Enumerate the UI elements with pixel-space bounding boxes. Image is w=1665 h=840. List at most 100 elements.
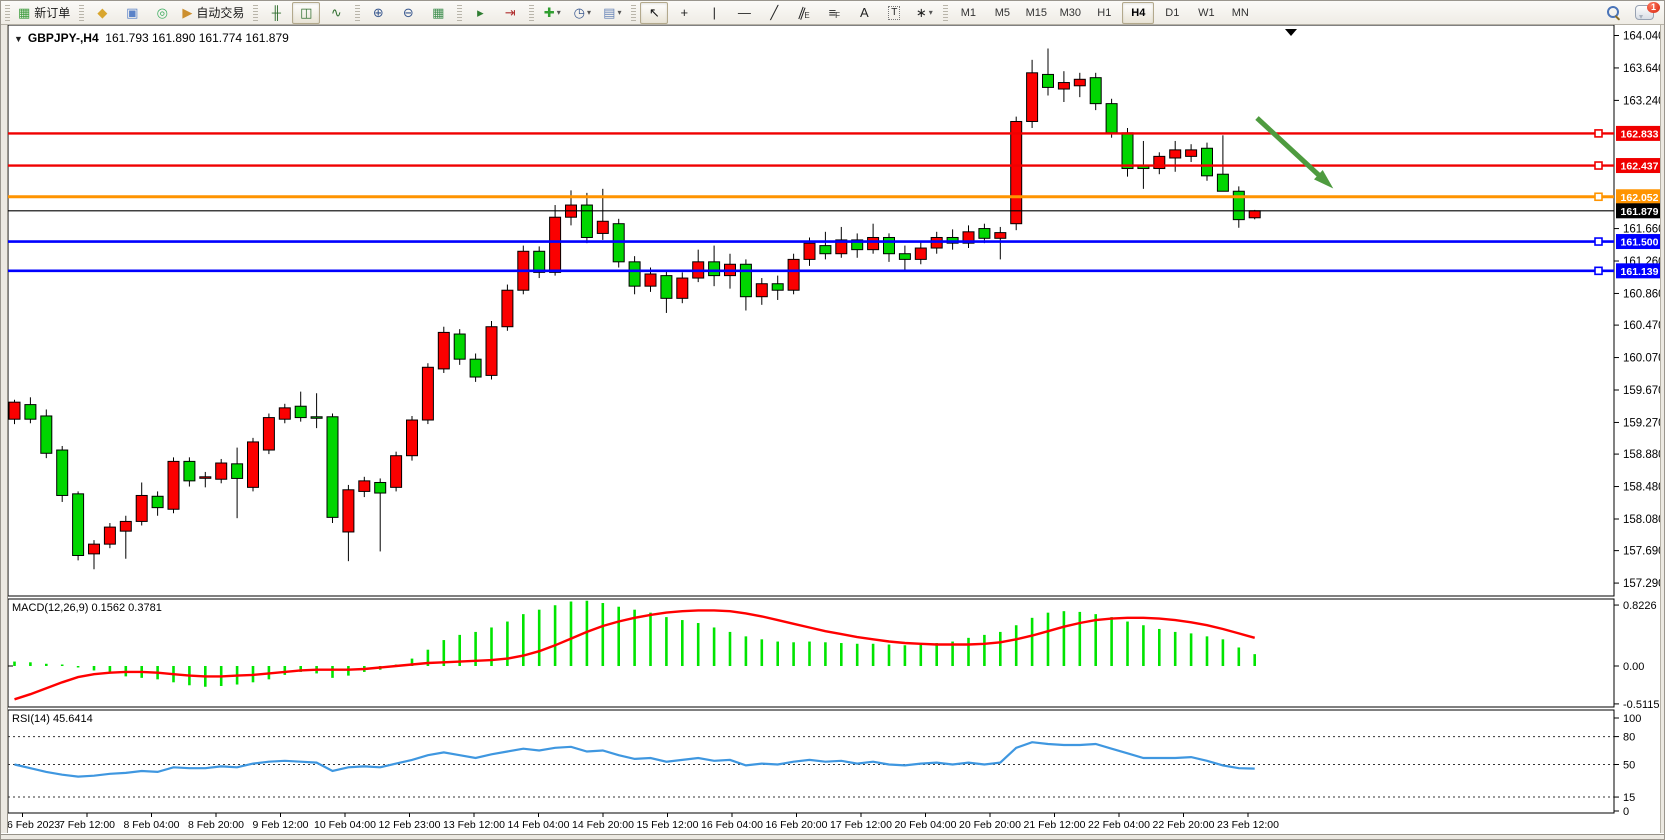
svg-text:16 Feb 20:00: 16 Feb 20:00: [766, 819, 828, 831]
chart-shift-icon: ⇥: [504, 5, 516, 20]
new-order-icon: ▦: [18, 5, 31, 20]
market-watch-button[interactable]: ◆: [88, 2, 116, 24]
zoom-in-button[interactable]: ⊕: [364, 2, 392, 24]
timeframe-w1-button[interactable]: W1: [1198, 6, 1215, 19]
indicators-dropdown-icon[interactable]: ▾: [556, 8, 561, 17]
templates-button[interactable]: ▤ ▾: [598, 2, 626, 24]
vertical-line-button[interactable]: |: [700, 2, 728, 24]
toolbar-grip[interactable]: [631, 4, 637, 21]
svg-text:50: 50: [1623, 760, 1635, 772]
auto-scroll-button[interactable]: ▸: [466, 2, 494, 24]
svg-text:164.040: 164.040: [1623, 30, 1665, 42]
notifications-button[interactable]: 1: [1630, 1, 1660, 24]
zoom-in-icon: ⊕: [372, 5, 384, 20]
arrow-annotation[interactable]: [1255, 116, 1334, 189]
svg-text:160.070: 160.070: [1623, 353, 1665, 365]
search-button[interactable]: [1600, 2, 1628, 24]
equidistant-channel-button[interactable]: ∥ E: [790, 2, 818, 24]
horizontal-line-button[interactable]: —: [730, 2, 758, 24]
timeframe-h1-button[interactable]: H1: [1097, 6, 1112, 19]
hline-162.833[interactable]: 162.833: [8, 125, 1663, 141]
chart-shift-marker[interactable]: [1285, 29, 1297, 36]
arrows-tool-dropdown-icon[interactable]: ▾: [928, 8, 933, 17]
toolbar-grip[interactable]: [457, 4, 463, 21]
data-window-button[interactable]: ▣: [118, 2, 146, 24]
svg-text:0.8226: 0.8226: [1623, 600, 1657, 612]
text-label-button[interactable]: T: [880, 2, 908, 24]
toolbar-grip[interactable]: [529, 4, 535, 21]
rsi-line: [14, 741, 1255, 778]
timeframe-m5-button[interactable]: M5: [994, 6, 1010, 19]
svg-text:159.270: 159.270: [1623, 417, 1665, 429]
tile-windows-button[interactable]: ▦: [424, 2, 452, 24]
toolbar-grip[interactable]: [355, 4, 361, 21]
svg-text:0: 0: [1623, 806, 1629, 818]
fibonacci-button[interactable]: ≡ F: [820, 2, 848, 24]
periods-button[interactable]: ◷ ▾: [568, 2, 596, 24]
toolbar-grip[interactable]: [253, 4, 259, 21]
svg-text:15: 15: [1623, 792, 1635, 804]
timeframe-m1-button[interactable]: M1: [960, 6, 976, 19]
chart-ohlc-readout: 161.793 161.890 161.774 161.879: [105, 31, 289, 45]
auto-trading-button[interactable]: ▶ 自动交易: [178, 2, 248, 24]
timeframe-mn-button[interactable]: MN: [1231, 6, 1249, 19]
indicators-button[interactable]: ✚ ▾: [538, 2, 566, 24]
svg-text:21 Feb 12:00: 21 Feb 12:00: [1024, 819, 1086, 831]
toolbar-grip[interactable]: [943, 4, 949, 21]
svg-text:10 Feb 04:00: 10 Feb 04:00: [314, 819, 376, 831]
auto-trading-icon: ▶: [182, 5, 193, 20]
hline-161.500[interactable]: 161.500: [8, 234, 1663, 250]
timeframe-d1-button[interactable]: D1: [1165, 6, 1180, 19]
svg-text:6 Feb 2023: 6 Feb 2023: [7, 819, 60, 831]
toolbar: ▦ 新订单 ◆ ▣ ◎ ▶ 自动交易 ╫ ◫ ∿ ⊕ ⊖ ▦ ▸ ⇥ ✚ ▾ ◷ ▾ ▤ ▾ ↖ + | — ╱ ∥ E ≡ F A T ∗ ▾ M…: [1, 1, 1664, 25]
svg-text:22 Feb 04:00: 22 Feb 04:00: [1088, 819, 1150, 831]
arrows-tool-icon: ∗: [915, 5, 927, 20]
chart-shift-button[interactable]: ⇥: [496, 2, 524, 24]
periods-dropdown-icon[interactable]: ▾: [586, 8, 591, 17]
hline-162.437[interactable]: 162.437: [8, 158, 1663, 174]
timeframe-h4-button[interactable]: H4: [1122, 1, 1155, 24]
crosshair-button[interactable]: +: [670, 2, 698, 24]
new-order-label: 新订单: [34, 6, 71, 20]
toolbar-grip[interactable]: [79, 4, 85, 21]
rsi-indicator-label: RSI(14) 45.6414: [12, 713, 93, 725]
svg-text:8 Feb 20:00: 8 Feb 20:00: [188, 819, 244, 831]
data-window-icon: ▣: [126, 5, 139, 20]
svg-text:20 Feb 04:00: 20 Feb 04:00: [895, 819, 957, 831]
timeframe-m15-button[interactable]: M15: [1025, 6, 1048, 19]
bar-chart-button[interactable]: ╫: [262, 2, 290, 24]
svg-text:-0.5115: -0.5115: [1623, 699, 1660, 711]
hline-162.052[interactable]: 162.052: [8, 189, 1663, 205]
toolbar-grip[interactable]: [5, 4, 10, 21]
bar-chart-icon: ╫: [271, 5, 281, 20]
svg-text:160.860: 160.860: [1623, 288, 1665, 300]
cursor-icon: ↖: [648, 5, 660, 20]
window-right-edge: [1660, 25, 1664, 833]
svg-text:158.080: 158.080: [1623, 514, 1665, 526]
candlestick-chart-button[interactable]: ◫: [292, 1, 321, 24]
zoom-out-button[interactable]: ⊖: [394, 2, 422, 24]
new-order-button[interactable]: ▦ 新订单: [14, 2, 74, 24]
trendline-button[interactable]: ╱: [760, 2, 788, 24]
text-label-icon: T: [888, 5, 901, 20]
arrows-tool-button[interactable]: ∗ ▾: [910, 2, 938, 24]
text-button[interactable]: A: [850, 2, 878, 24]
svg-text:13 Feb 12:00: 13 Feb 12:00: [443, 819, 505, 831]
svg-text:14 Feb 04:00: 14 Feb 04:00: [508, 819, 570, 831]
hline-161.139[interactable]: 161.139: [8, 263, 1663, 279]
text-icon: A: [859, 5, 869, 20]
navigator-button[interactable]: ◎: [148, 2, 176, 24]
timeframe-m30-button[interactable]: M30: [1059, 6, 1082, 19]
svg-text:162.437: 162.437: [1621, 161, 1659, 173]
line-chart-button[interactable]: ∿: [322, 2, 350, 24]
svg-text:15 Feb 12:00: 15 Feb 12:00: [637, 819, 699, 831]
svg-text:159.670: 159.670: [1623, 385, 1665, 397]
cursor-button[interactable]: ↖: [640, 1, 669, 24]
current-price-line: 161.879: [8, 203, 1663, 219]
chart-menu-icon[interactable]: ▼: [14, 34, 23, 44]
zoom-out-icon: ⊖: [402, 5, 414, 20]
templates-dropdown-icon[interactable]: ▾: [617, 8, 622, 17]
